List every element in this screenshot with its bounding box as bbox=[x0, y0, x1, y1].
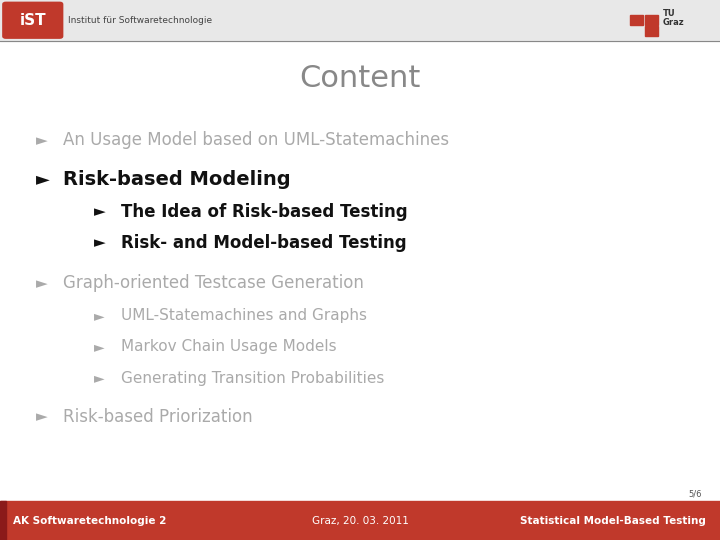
Bar bbox=[645, 26, 658, 36]
Text: Graph-oriented Testcase Generation: Graph-oriented Testcase Generation bbox=[63, 274, 364, 293]
Text: Graz, 20. 03. 2011: Graz, 20. 03. 2011 bbox=[312, 516, 408, 525]
Bar bbox=[0, 501, 6, 540]
Text: Statistical Model-Based Testing: Statistical Model-Based Testing bbox=[520, 516, 706, 525]
Text: Markov Chain Usage Models: Markov Chain Usage Models bbox=[121, 339, 336, 354]
Text: ►: ► bbox=[36, 409, 48, 424]
Text: Risk-based Modeling: Risk-based Modeling bbox=[63, 170, 291, 189]
Text: Risk- and Model-based Testing: Risk- and Model-based Testing bbox=[121, 234, 407, 252]
Text: ►: ► bbox=[94, 235, 105, 251]
Bar bbox=[645, 15, 658, 25]
Text: ►: ► bbox=[94, 204, 105, 219]
Text: Risk-based Priorization: Risk-based Priorization bbox=[63, 408, 253, 426]
Bar bbox=[630, 26, 643, 36]
Text: Generating Transition Probabilities: Generating Transition Probabilities bbox=[121, 370, 384, 386]
Text: ►: ► bbox=[36, 133, 48, 148]
Bar bbox=[630, 15, 643, 25]
FancyBboxPatch shape bbox=[2, 2, 63, 39]
Text: The Idea of Risk-based Testing: The Idea of Risk-based Testing bbox=[121, 202, 408, 221]
Text: iST: iST bbox=[19, 13, 46, 28]
Text: AK Softwaretechnologie 2: AK Softwaretechnologie 2 bbox=[13, 516, 166, 525]
Text: ►: ► bbox=[94, 340, 104, 354]
Text: ►: ► bbox=[36, 170, 50, 188]
Text: ►: ► bbox=[36, 276, 48, 291]
Text: ►: ► bbox=[94, 371, 104, 385]
Text: Content: Content bbox=[300, 64, 420, 93]
Text: 5/6: 5/6 bbox=[688, 489, 702, 498]
Bar bbox=[0, 501, 720, 540]
Text: ►: ► bbox=[94, 309, 104, 323]
Bar bbox=[0, 0, 720, 40]
Text: UML-Statemachines and Graphs: UML-Statemachines and Graphs bbox=[121, 308, 367, 323]
Text: Institut für Softwaretechnologie: Institut für Softwaretechnologie bbox=[68, 16, 212, 25]
Text: TU
Graz: TU Graz bbox=[662, 9, 684, 26]
Text: An Usage Model based on UML-Statemachines: An Usage Model based on UML-Statemachine… bbox=[63, 131, 449, 150]
